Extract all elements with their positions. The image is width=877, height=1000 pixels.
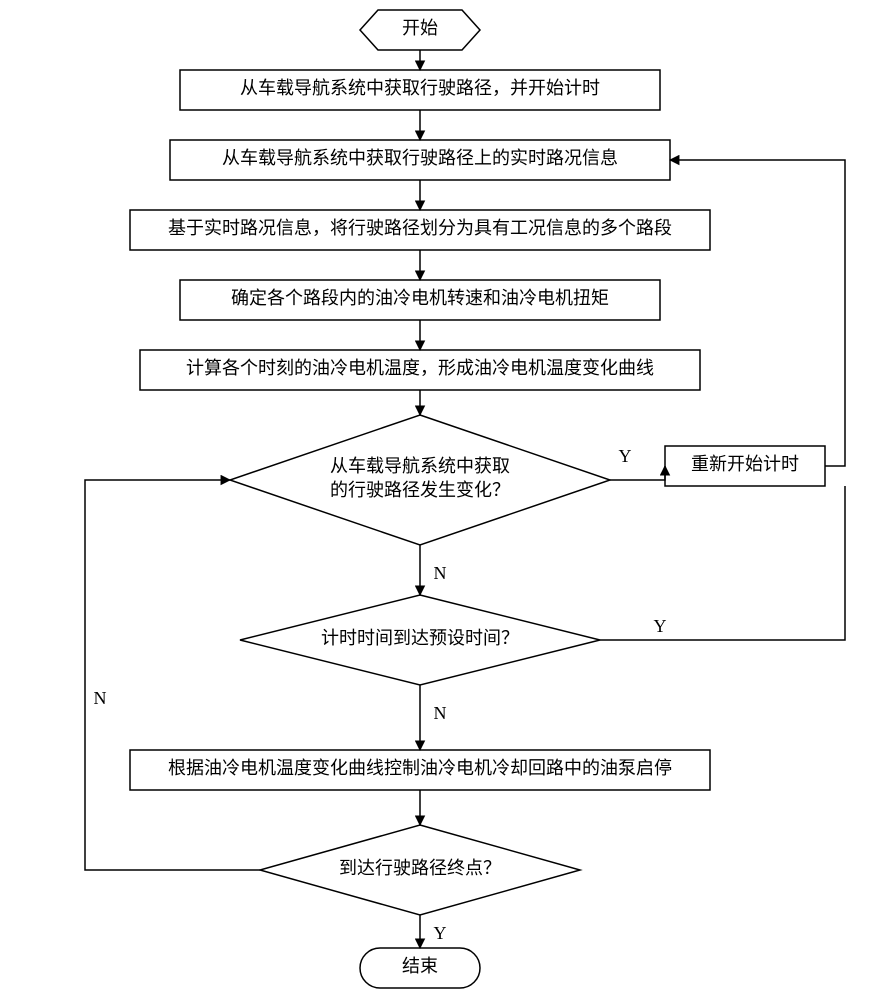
edge xyxy=(670,160,845,466)
edge xyxy=(600,486,845,640)
edge xyxy=(85,480,260,870)
svg-text:从车载导航系统中获取行驶路径，并开始计时: 从车载导航系统中获取行驶路径，并开始计时 xyxy=(240,78,600,98)
edge xyxy=(610,466,665,480)
flowchart-canvas: 开始从车载导航系统中获取行驶路径，并开始计时从车载导航系统中获取行驶路径上的实时… xyxy=(0,0,877,1000)
svg-text:从车载导航系统中获取: 从车载导航系统中获取 xyxy=(330,456,510,476)
svg-text:计算各个时刻的油冷电机温度，形成油冷电机温度变化曲线: 计算各个时刻的油冷电机温度，形成油冷电机温度变化曲线 xyxy=(186,358,654,378)
svg-text:开始: 开始 xyxy=(402,18,438,38)
svg-text:Y: Y xyxy=(434,923,447,943)
svg-text:N: N xyxy=(94,688,107,708)
svg-text:结束: 结束 xyxy=(402,956,438,976)
svg-text:N: N xyxy=(434,563,447,583)
svg-text:基于实时路况信息，将行驶路径划分为具有工况信息的多个路段: 基于实时路况信息，将行驶路径划分为具有工况信息的多个路段 xyxy=(168,218,672,238)
svg-text:的行驶路径发生变化？: 的行驶路径发生变化？ xyxy=(330,480,510,500)
svg-text:Y: Y xyxy=(619,446,632,466)
svg-text:到达行驶路径终点？: 到达行驶路径终点？ xyxy=(339,858,501,878)
svg-text:根据油冷电机温度变化曲线控制油冷电机冷却回路中的油泵启停: 根据油冷电机温度变化曲线控制油冷电机冷却回路中的油泵启停 xyxy=(168,758,672,778)
svg-text:N: N xyxy=(434,703,447,723)
svg-text:重新开始计时: 重新开始计时 xyxy=(691,454,799,474)
svg-text:确定各个路段内的油冷电机转速和油冷电机扭矩: 确定各个路段内的油冷电机转速和油冷电机扭矩 xyxy=(231,288,609,308)
svg-text:从车载导航系统中获取行驶路径上的实时路况信息: 从车载导航系统中获取行驶路径上的实时路况信息 xyxy=(222,148,618,168)
svg-text:计时时间到达预设时间？: 计时时间到达预设时间？ xyxy=(321,628,519,648)
svg-text:Y: Y xyxy=(654,616,667,636)
